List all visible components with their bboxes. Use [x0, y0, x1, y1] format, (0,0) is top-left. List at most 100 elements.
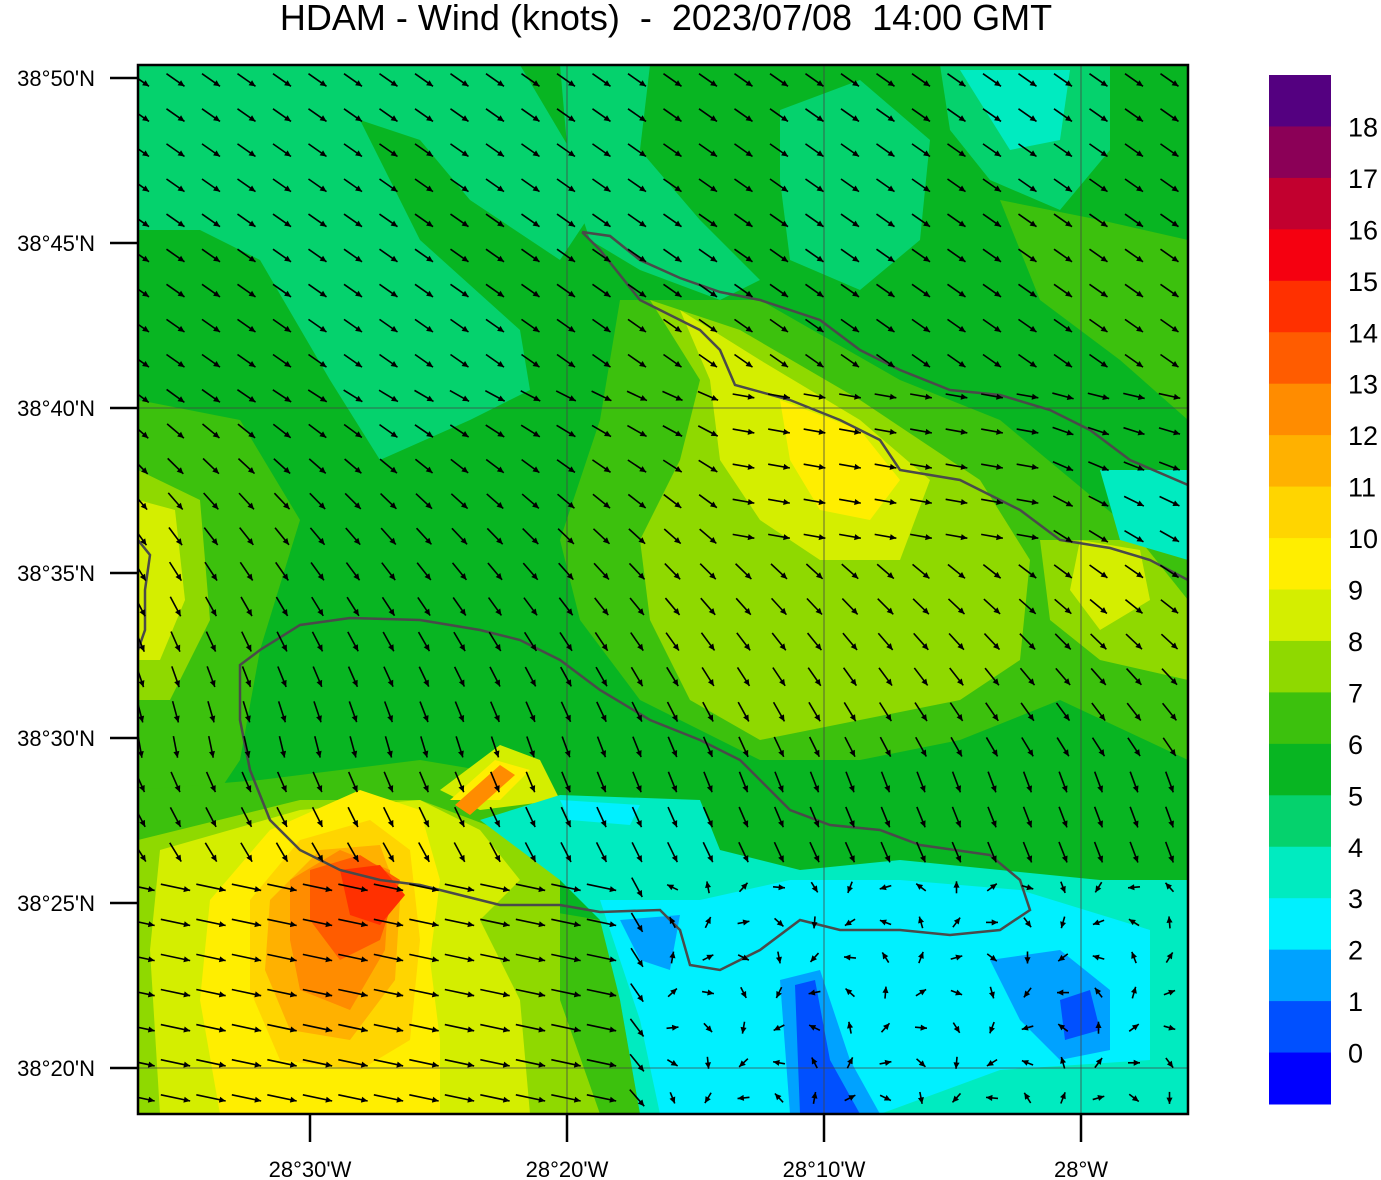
colorbar-label: 11 [1348, 473, 1376, 503]
wind-arrow [1089, 213, 1108, 228]
wind-arrow [666, 1059, 679, 1067]
wind-arrow [874, 428, 897, 435]
wind-arrow [592, 73, 611, 87]
wind-arrow [1060, 1092, 1066, 1104]
wind-arrow [595, 666, 608, 687]
wind-arrow [627, 493, 647, 509]
wind-arrow [138, 886, 155, 893]
wind-arrow [951, 841, 962, 863]
wind-arrow [737, 954, 750, 961]
wind-arrow [734, 143, 753, 158]
colorbar-label: 7 [1348, 678, 1363, 708]
wind-arrow [138, 600, 146, 617]
wind-arrow [201, 353, 221, 368]
wind-arrow [409, 1093, 439, 1103]
wind-arrow [982, 283, 1002, 298]
wind-arrow [489, 701, 501, 723]
wind-arrow [811, 1091, 818, 1104]
wind-arrow [485, 143, 505, 158]
wind-arrow [1160, 599, 1179, 614]
wind-arrow [586, 1058, 617, 1068]
wind-arrow [166, 388, 185, 404]
colorbar-swatch [1269, 435, 1331, 488]
colorbar-swatch [1269, 898, 1331, 951]
wind-arrow [138, 811, 146, 828]
wind-arrow [736, 632, 751, 651]
wind-arrow [768, 463, 790, 470]
wind-arrow [839, 463, 861, 470]
wind-arrow [847, 881, 853, 894]
wind-arrow [911, 178, 931, 193]
lat-tick-label: 38°45'N [17, 231, 95, 256]
wind-arrow [138, 668, 145, 688]
wind-arrow [489, 806, 501, 828]
wind-arrow [166, 143, 185, 158]
colorbar-swatch [1269, 692, 1331, 745]
wind-arrow [338, 918, 368, 928]
wind-arrow [1163, 1024, 1176, 1031]
wind-arrow [1016, 393, 1039, 400]
wind-arrow [874, 533, 897, 541]
wind-arrow [1089, 318, 1108, 333]
wind-arrow [167, 457, 184, 475]
wind-arrow [1022, 806, 1033, 828]
wind-arrow [308, 213, 327, 228]
wind-arrow [559, 666, 573, 687]
wind-arrow [631, 877, 643, 898]
wind-arrow [558, 597, 574, 616]
wind-arrow [877, 632, 894, 651]
wind-arrow [910, 498, 932, 506]
wind-arrow [805, 283, 824, 298]
wind-arrow [592, 528, 611, 545]
wind-arrow [773, 1024, 785, 1032]
wind-arrow [520, 424, 541, 438]
wind-arrow [138, 112, 150, 123]
wind-arrow [769, 108, 789, 123]
wind-arrow [450, 73, 469, 87]
wind-arrow [803, 428, 826, 435]
wind-arrow [698, 213, 718, 228]
wind-arrow [876, 178, 895, 193]
wind-arrow [1057, 953, 1069, 962]
wind-arrow [1094, 987, 1103, 998]
wind-arrow [698, 353, 718, 368]
wind-arrow [138, 147, 150, 158]
wind-arrow [704, 1092, 712, 1104]
wind-arrow [803, 393, 826, 400]
colorbar-swatch [1269, 743, 1331, 796]
wind-arrow [911, 108, 931, 123]
wind-arrow [805, 213, 824, 228]
wind-arrow [596, 736, 607, 758]
wind-arrow [138, 991, 155, 998]
wind-arrow [379, 178, 398, 193]
wind-arrow [450, 283, 469, 298]
wind-arrow [275, 596, 289, 617]
wind-arrow [664, 597, 681, 616]
wind-arrow [444, 883, 475, 893]
wind-arrow [628, 528, 646, 545]
colorbar-label: 16 [1348, 215, 1378, 245]
wind-arrow [698, 318, 718, 333]
wind-arrow [196, 1058, 226, 1068]
wind-arrow [202, 423, 220, 439]
wind-arrow [1018, 353, 1037, 368]
wind-arrow [839, 498, 861, 506]
wind-arrow [169, 842, 182, 862]
wind-arrow [593, 562, 610, 581]
wind-arrow [698, 494, 718, 509]
wind-arrow [1053, 213, 1073, 228]
wind-arrow [415, 493, 433, 510]
wind-arrow [770, 563, 788, 580]
wind-arrow [985, 737, 999, 757]
field-region-4 [138, 65, 600, 460]
wind-arrow [231, 988, 262, 998]
wind-arrow [522, 562, 539, 581]
wind-arrow [662, 459, 683, 473]
wind-arrow [911, 248, 931, 263]
wind-arrow [1089, 598, 1108, 615]
field-region-4 [560, 65, 760, 300]
wind-arrow [596, 771, 607, 793]
wind-arrow [840, 353, 860, 368]
wind-arrow [982, 248, 1002, 263]
wind-arrow [551, 883, 581, 893]
